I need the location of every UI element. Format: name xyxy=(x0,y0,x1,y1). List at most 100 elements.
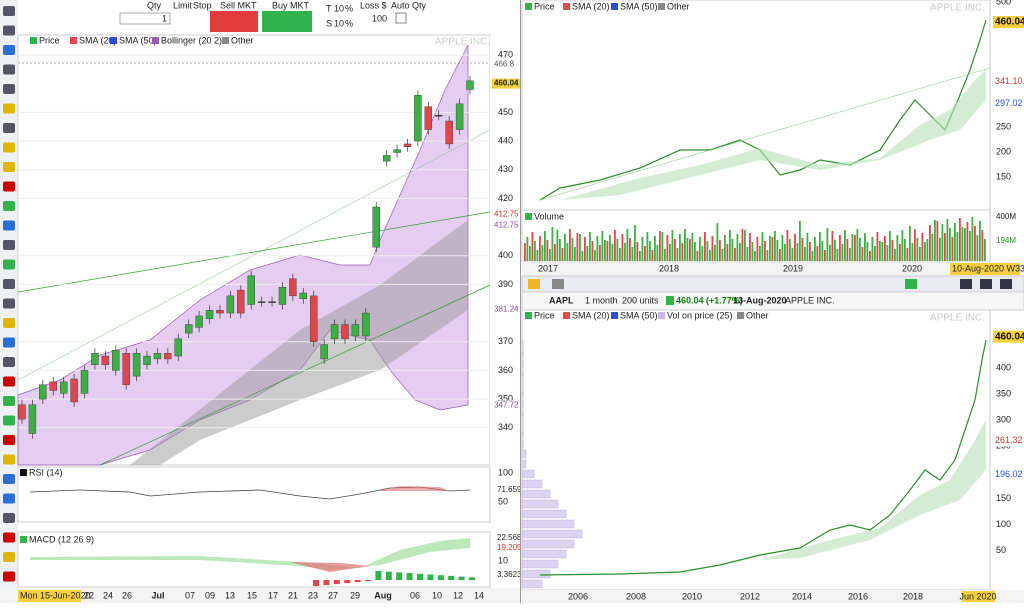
hist-bar xyxy=(406,573,413,581)
legend-swatch xyxy=(525,3,532,10)
tool-icon[interactable] xyxy=(3,532,15,543)
volume-bar xyxy=(619,248,621,261)
date-box xyxy=(962,591,995,602)
vop-bar xyxy=(521,549,567,559)
watermark: APPLE INC. xyxy=(930,313,985,324)
y-tick-label: 440 xyxy=(498,135,513,145)
tool-icon[interactable] xyxy=(3,25,15,36)
tool-icon[interactable] xyxy=(3,259,15,270)
tool-icon[interactable] xyxy=(3,240,15,250)
volume-bar xyxy=(849,248,851,261)
tool-icon[interactable] xyxy=(3,142,15,153)
volume-bar xyxy=(811,251,814,261)
icon[interactable] xyxy=(1000,279,1012,289)
price-label-box xyxy=(492,304,520,315)
volume-bar xyxy=(841,244,844,261)
y-tick-label: 400 xyxy=(498,250,513,260)
volume-bar xyxy=(666,235,669,261)
tool-icon[interactable] xyxy=(3,298,15,309)
volume-bar xyxy=(889,231,891,261)
tool-icon[interactable] xyxy=(3,513,15,523)
trend-line xyxy=(17,211,491,293)
volume-bar xyxy=(949,228,951,261)
tool-icons xyxy=(3,6,15,582)
icon[interactable] xyxy=(528,279,540,289)
price-label-box xyxy=(993,468,1024,481)
volume-bar xyxy=(936,221,939,261)
candle-body xyxy=(466,80,474,90)
watermark: APPLE INC. xyxy=(930,3,985,14)
candle-body xyxy=(39,384,47,400)
tool-icon[interactable] xyxy=(3,357,15,367)
units[interactable]: 200 units xyxy=(622,295,659,305)
candle-body xyxy=(257,301,266,303)
vop-bar xyxy=(521,359,524,369)
tool-icon[interactable] xyxy=(3,162,15,172)
icon[interactable] xyxy=(905,279,917,289)
volume-bar xyxy=(764,241,766,261)
x-tick-label: 22 xyxy=(84,590,94,600)
tool-icon[interactable] xyxy=(3,84,15,94)
volume-bar xyxy=(674,239,676,261)
tool-icon[interactable] xyxy=(3,6,15,16)
volume-bar xyxy=(636,242,639,261)
legend-label: SMA (20) xyxy=(572,1,610,11)
sell-button[interactable] xyxy=(210,11,258,32)
volume-bar xyxy=(704,232,706,261)
tool-icon[interactable] xyxy=(3,376,15,387)
volume-bar xyxy=(809,242,811,261)
panel-title: MACD (12 26 9) xyxy=(29,534,94,544)
tool-icon[interactable] xyxy=(3,337,15,348)
legend-label: SMA (50) xyxy=(620,310,658,320)
volume-bar xyxy=(679,234,681,261)
tool-icon[interactable] xyxy=(3,396,15,406)
volume-bar xyxy=(694,242,696,261)
tool-icon[interactable] xyxy=(3,493,15,504)
tool-icon[interactable] xyxy=(3,279,15,289)
tool-icon[interactable] xyxy=(3,552,15,562)
checkbox[interactable] xyxy=(395,12,407,24)
tool-icon[interactable] xyxy=(3,123,15,133)
buy-button[interactable] xyxy=(262,11,312,32)
tool-icon[interactable] xyxy=(3,415,15,426)
x-tick-label: Jun 2020 xyxy=(959,591,996,601)
tool-icon[interactable] xyxy=(3,45,15,55)
y-tick-label: 470 xyxy=(498,49,513,59)
x-tick-label: 2014 xyxy=(792,591,812,601)
period[interactable]: 1 month xyxy=(585,295,618,305)
volume-bar xyxy=(779,249,781,261)
volume-bar xyxy=(856,229,859,261)
tool-icon[interactable] xyxy=(3,474,15,484)
icon[interactable] xyxy=(960,279,972,289)
volume-bar xyxy=(881,242,884,261)
tool-icon[interactable] xyxy=(3,181,15,192)
volume-bar xyxy=(909,226,911,261)
qty-input[interactable] xyxy=(119,12,171,25)
vop-bar xyxy=(521,469,535,479)
tool-icon[interactable] xyxy=(3,64,15,75)
quote-icon xyxy=(666,296,674,305)
x-tick-label: 14 xyxy=(474,590,484,600)
icon[interactable] xyxy=(552,279,564,289)
tool-icon[interactable] xyxy=(3,454,15,465)
volume-bar xyxy=(794,234,796,261)
date-axis xyxy=(0,588,520,603)
volume-bar xyxy=(869,251,871,261)
price-label-box xyxy=(492,209,520,220)
icon[interactable] xyxy=(980,279,992,289)
price-label: 412.75 xyxy=(494,220,519,229)
tool-icon[interactable] xyxy=(3,318,15,328)
tool-icon[interactable] xyxy=(3,201,15,211)
candle-body xyxy=(372,206,380,248)
legend-swatch xyxy=(222,37,229,44)
tool-icon[interactable] xyxy=(3,220,15,231)
tool-icon[interactable] xyxy=(3,571,15,582)
symbol[interactable]: AAPL xyxy=(549,295,574,305)
date-labels: 2006 2008 2010 2012 2014 2016 2018 Jun 2020 xyxy=(568,591,997,602)
candle-body xyxy=(237,289,245,314)
volume-bar xyxy=(886,245,889,261)
tool-icon[interactable] xyxy=(3,103,15,114)
tool-icon[interactable] xyxy=(3,435,15,445)
hist-bar xyxy=(427,574,434,581)
candle-body xyxy=(320,344,328,360)
